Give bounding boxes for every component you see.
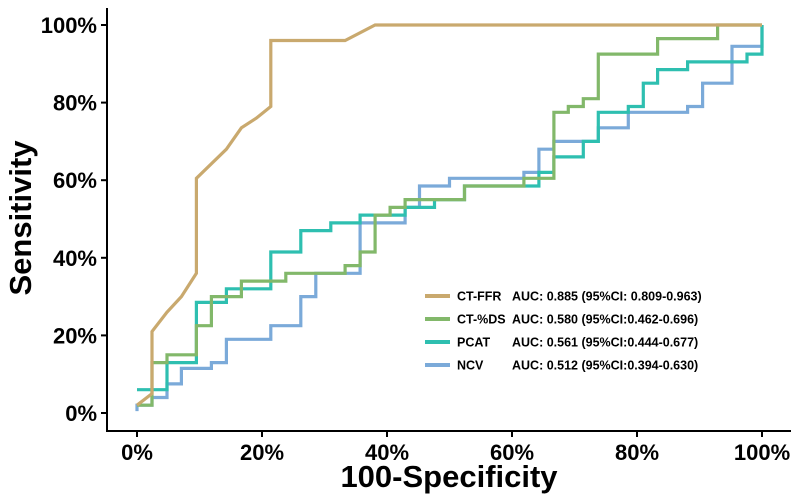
y-ticks: 0% 20% 40% 60% 80% 100% [41,13,107,426]
y-tick-label: 60% [53,168,97,193]
legend-label-ncv: NCV [457,359,484,373]
x-ticks: 0% 20% 40% 60% 80% 100% [121,431,790,465]
x-tick-label: 40% [365,440,409,465]
roc-line-ct-ffr [136,23,762,407]
legend-label-ct-ds: CT-%DS [457,313,506,327]
y-tick-label: 0% [65,401,97,426]
legend-auc-pcat: AUC: 0.561 (95%CI:0.444-0.677) [512,336,698,350]
x-tick-label: 60% [490,440,534,465]
roc-line-ct-ds [137,23,762,407]
axes [106,8,791,432]
y-tick-label: 40% [53,246,97,271]
legend-auc-ct-ds: AUC: 0.580 (95%CI:0.462-0.696) [512,313,698,327]
x-tick-label: 20% [240,440,284,465]
x-tick-label: 0% [121,440,153,465]
x-tick-label: 80% [615,440,659,465]
y-tick-label: 80% [53,91,97,116]
legend-auc-ncv: AUC: 0.512 (95%CI:0.394-0.630) [512,359,698,373]
legend-label-ct-ffr: CT-FFR [457,290,501,304]
roc-line-ncv [135,25,764,412]
x-axis-title: 100-Specificity [340,459,558,494]
plot-area [135,23,764,412]
x-tick-label: 100% [734,440,790,465]
y-tick-label: 20% [53,323,97,348]
legend-auc-ct-ffr: AUC: 0.885 (95%CI: 0.809-0.963) [512,290,702,304]
y-axis-title: Sensitivity [3,140,38,296]
y-tick-label: 100% [41,13,97,38]
legend: CT-FFR AUC: 0.885 (95%CI: 0.809-0.963) CT-… [425,290,702,373]
legend-label-pcat: PCAT [457,336,490,350]
